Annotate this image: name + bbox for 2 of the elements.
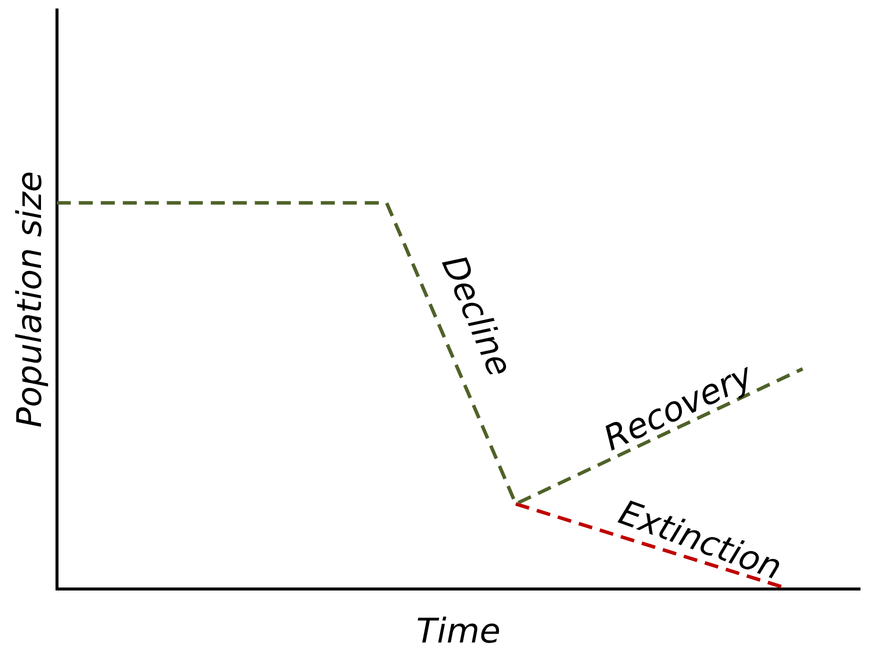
y-axis-title: Population size xyxy=(10,171,50,428)
x-axis-title: Time xyxy=(416,611,501,652)
